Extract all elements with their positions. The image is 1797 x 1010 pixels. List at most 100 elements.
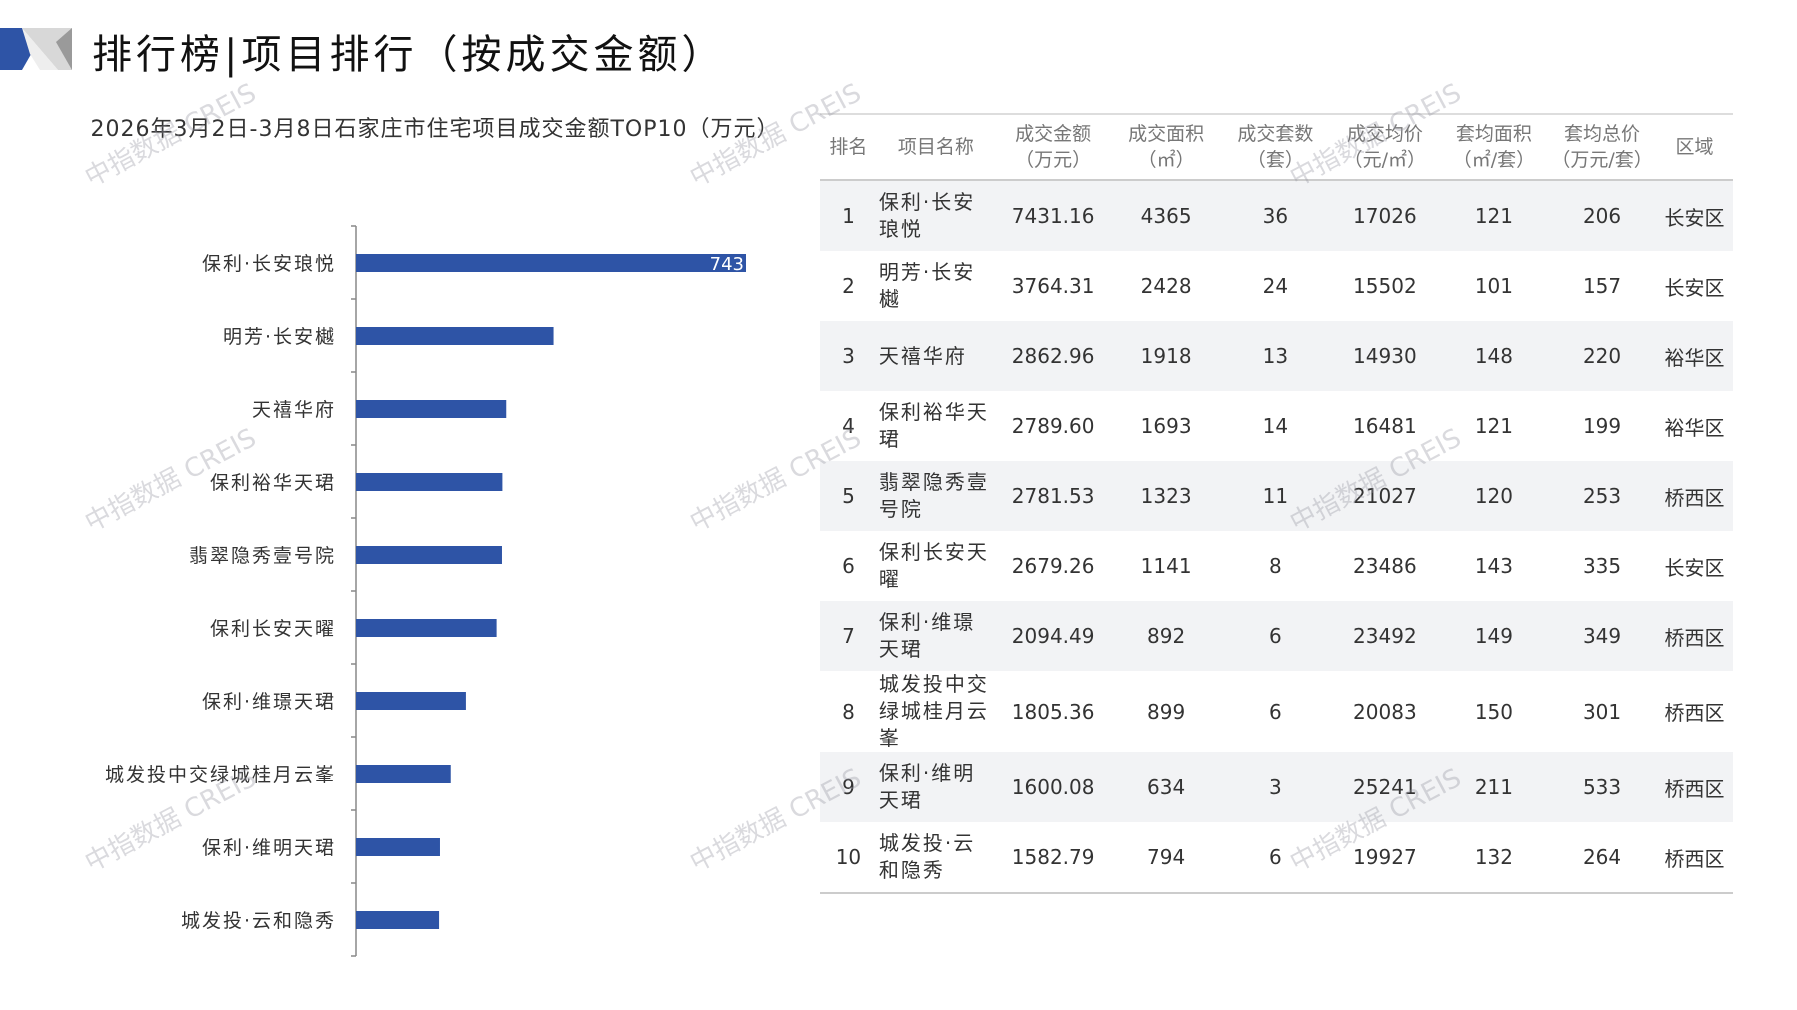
chart-title: 2026年3月2日-3月8日石家庄市住宅项目成交金额TOP10（万元） [90,117,780,142]
table-cell: 14930 [1330,321,1440,391]
table-cell: 1141 [1140,554,1192,578]
category-label: 保利裕华天珺 [210,472,336,494]
table-cell: 桥西区 [1656,752,1733,822]
table-cell: 城发投·云和隐秀 [876,822,995,894]
table-cell: 8 [1269,554,1282,578]
table-cell: 199 [1582,414,1622,438]
bar [356,400,507,418]
table-cell: 253 [1548,461,1657,531]
table-cell: 城发投中交绿城桂月云峯 [878,672,989,750]
table-cell: 6 [1269,699,1282,724]
column-header: 套均面积 （㎡/套） [1439,113,1549,181]
column-header: 成交金额 （万元） [994,113,1112,181]
column-header-text: 区域 [1675,136,1714,158]
column-header-text: 套均面积 [1455,123,1532,145]
table-cell: 2862.96 [994,321,1112,391]
table-cell: 6 [1220,601,1330,671]
column-header-text: （㎡） [1137,149,1195,171]
table-cell: 17026 [1330,180,1440,251]
page-title: 排行榜|项目排行（按成交金额） [92,32,726,78]
category-label: 天禧华府 [252,399,336,421]
table-cell: 211 [1439,752,1549,822]
column-header-text: 成交面积 [1128,123,1205,145]
table-cell: 5 [820,461,877,531]
table-cell: 7 [820,601,877,671]
table-cell: 8 [842,699,855,724]
table-cell: 23486 [1353,554,1417,578]
table-row: 10 城发投·云和隐秀 1582.79 794 6 19927 132 264 桥西区 [820,822,1733,894]
table-cell: 899 [1147,699,1186,724]
table-cell: 301 [1582,699,1622,724]
table-cell: 裕华区 [1656,321,1733,391]
table-cell: 2094.49 [994,601,1112,671]
table-cell: 桥西区 [1656,601,1733,671]
table-cell: 裕华区 [1664,415,1725,440]
table-cell: 1918 [1111,321,1221,391]
table-cell: 1323 [1111,461,1221,531]
category-label: 城发投·云和隐秀 [181,910,336,932]
table-cell: 9 [820,752,877,822]
table-cell: 634 [1111,752,1221,822]
table-cell: 15502 [1353,274,1417,298]
table-cell: 132 [1439,822,1549,894]
table-cell: 16481 [1353,414,1417,438]
category-label: 城发投中交绿城桂月云峯 [105,764,336,786]
table-cell: 148 [1439,321,1549,391]
column-header: 成交均价 （元/㎡） [1330,113,1440,181]
category-label: 保利·长安琅悦 [202,253,336,275]
bar [356,254,746,272]
table-cell: 36 [1220,180,1330,251]
bar [356,765,451,783]
table-cell: 143 [1474,554,1513,578]
table-cell: 121 [1439,180,1549,251]
table-row: 5 翡翠隐秀壹号院 2781.53 1323 11 21027 120 253 桥西区 [820,461,1733,531]
table-cell: 101 [1474,274,1513,298]
column-header: 成交面积 （㎡） [1111,113,1221,181]
column-header-text: 排名 [829,136,868,158]
table-cell: 264 [1548,822,1657,894]
column-header-text: （套） [1246,149,1304,171]
table-cell: 3 [820,321,877,391]
column-header: 排名 [820,113,877,181]
column-header-text: （元/㎡） [1343,149,1427,171]
table-cell: 6 [842,554,855,578]
column-header-text: 套均总价 [1564,123,1641,145]
bar [356,838,440,856]
table-cell: 335 [1582,554,1622,578]
table-cell: 19927 [1330,822,1440,894]
table-cell: 24 [1262,274,1289,298]
table-cell: 桥西区 [1656,822,1733,894]
table-row: 2 明芳·长安樾 3764.31 2428 24 15502 101 157 长安区 [820,251,1733,321]
table-cell: 桥西区 [1656,461,1733,531]
table-row: 6 保利长安天曜 2679.26 1141 8 23486 143 335 长安区 [820,531,1733,601]
table-row: 3 天禧华府 2862.96 1918 13 14930 148 220 裕华区 [820,321,1733,391]
column-header-text: 成交金额 [1015,123,1092,145]
data-label: 743 [710,254,744,275]
bar [356,327,554,345]
table-cell: 3 [1220,752,1330,822]
column-header: 成交套数 （套） [1220,113,1330,181]
table-cell: 保利长安天曜 [878,540,989,591]
column-header: 区域 [1656,113,1733,181]
table-cell: 长安区 [1656,180,1733,251]
bar [356,546,502,564]
table-cell: 13 [1220,321,1330,391]
table-cell: 1600.08 [994,752,1112,822]
table-cell: 桥西区 [1664,701,1725,725]
table-cell: 2679.26 [1011,554,1095,578]
table-cell: 1582.79 [994,822,1112,894]
bar [356,473,503,491]
table-cell: 4 [842,414,855,438]
column-header-text: （万元） [1015,149,1092,171]
table-cell: 892 [1111,601,1221,671]
column-header-text: 成交套数 [1237,123,1314,145]
table-cell: 保利·维明天珺 [876,752,995,822]
table-cell: 明芳·长安樾 [878,260,976,311]
table-cell: 10 [820,822,877,894]
table-cell: 206 [1548,180,1657,251]
table-cell: 天禧华府 [876,321,995,391]
category-label: 保利长安天曜 [210,618,336,640]
category-label: 翡翠隐秀壹号院 [189,545,336,567]
table-cell: 14 [1262,414,1289,438]
table-cell: 保利·长安琅悦 [876,180,995,251]
